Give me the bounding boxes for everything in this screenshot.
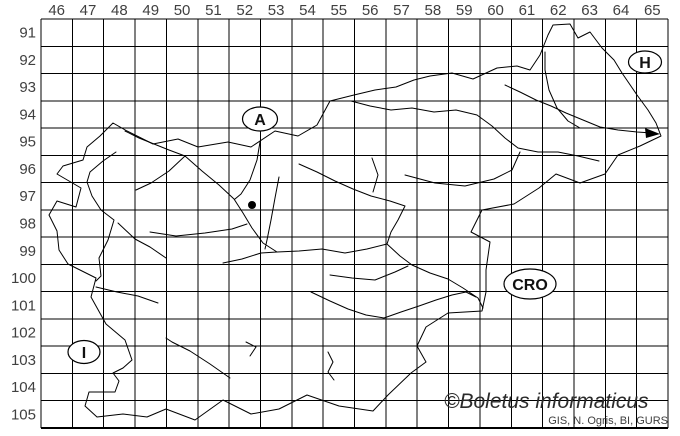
grid-column-label-49: 49 [142, 2, 159, 19]
grid-column-label-63: 63 [581, 2, 598, 19]
rivers [86, 51, 653, 381]
grid-row-label-103: 103 [11, 352, 36, 369]
country-label-austria: A [241, 106, 279, 132]
grid-row-label-96: 96 [19, 161, 36, 178]
slovenia-border-outline [48, 23, 662, 421]
country-label-croatia: CRO [503, 268, 557, 300]
grid-column-label-52: 52 [236, 2, 253, 19]
grid-row-label-105: 105 [11, 406, 36, 423]
country-label-hungary: H [627, 50, 663, 74]
grid-row-label-92: 92 [19, 52, 36, 69]
austria-ellipse [241, 106, 279, 132]
grid-column-label-46: 46 [48, 2, 65, 19]
grid: 46 47 48 49 50 51 52 53 54 55 56 57 58 59 60 61 62 63 64 65… [11, 2, 669, 430]
grid-row-label-101: 101 [11, 297, 36, 314]
grid-column-label-48: 48 [111, 2, 128, 19]
country-label-italy: I [67, 339, 101, 365]
grid-column-label-54: 54 [299, 2, 316, 19]
grid-row-label-97: 97 [19, 188, 36, 205]
grid-row-label-100: 100 [11, 270, 36, 287]
grid-column-label-58: 58 [425, 2, 442, 19]
grid-row-label-95: 95 [19, 134, 36, 151]
copyright-credit: ©Boletus informaticus [444, 390, 649, 413]
grid-column-label-51: 51 [205, 2, 222, 19]
grid-column-label-55: 55 [330, 2, 347, 19]
grid-row-label-98: 98 [19, 216, 36, 233]
grid-column-label-50: 50 [174, 2, 191, 19]
grid-column-label-65: 65 [644, 2, 661, 19]
croatia-letters: CRO [512, 277, 548, 294]
grid-column-label-59: 59 [456, 2, 473, 19]
croatia-ellipse [503, 268, 557, 300]
grid-column-label-56: 56 [362, 2, 379, 19]
grid-column-label-53: 53 [268, 2, 285, 19]
data-attribution: GIS, N. Ogris, BI, GURS [548, 415, 668, 427]
grid-column-label-57: 57 [393, 2, 410, 19]
grid-column-label-47: 47 [80, 2, 97, 19]
grid-row-label-102: 102 [11, 325, 36, 342]
grid-column-label-60: 60 [487, 2, 504, 19]
italy-letter: I [82, 345, 86, 362]
grid-row-label-91: 91 [19, 25, 36, 42]
grid-column-label-61: 61 [519, 2, 536, 19]
hungary-letter: H [639, 55, 651, 72]
mura-flow-arrow-icon [645, 128, 660, 138]
grid-column-label-64: 64 [613, 2, 630, 19]
hungary-ellipse [627, 50, 663, 74]
map-art [48, 23, 662, 421]
italy-ellipse [67, 339, 101, 365]
grid-row-label-99: 99 [19, 243, 36, 260]
grid-row-label-104: 104 [11, 379, 36, 396]
grid-row-label-94: 94 [19, 106, 36, 123]
record-dot[interactable] [248, 201, 256, 209]
grid-column-label-62: 62 [550, 2, 567, 19]
grid-row-label-93: 93 [19, 79, 36, 96]
austria-letter: A [254, 112, 266, 129]
